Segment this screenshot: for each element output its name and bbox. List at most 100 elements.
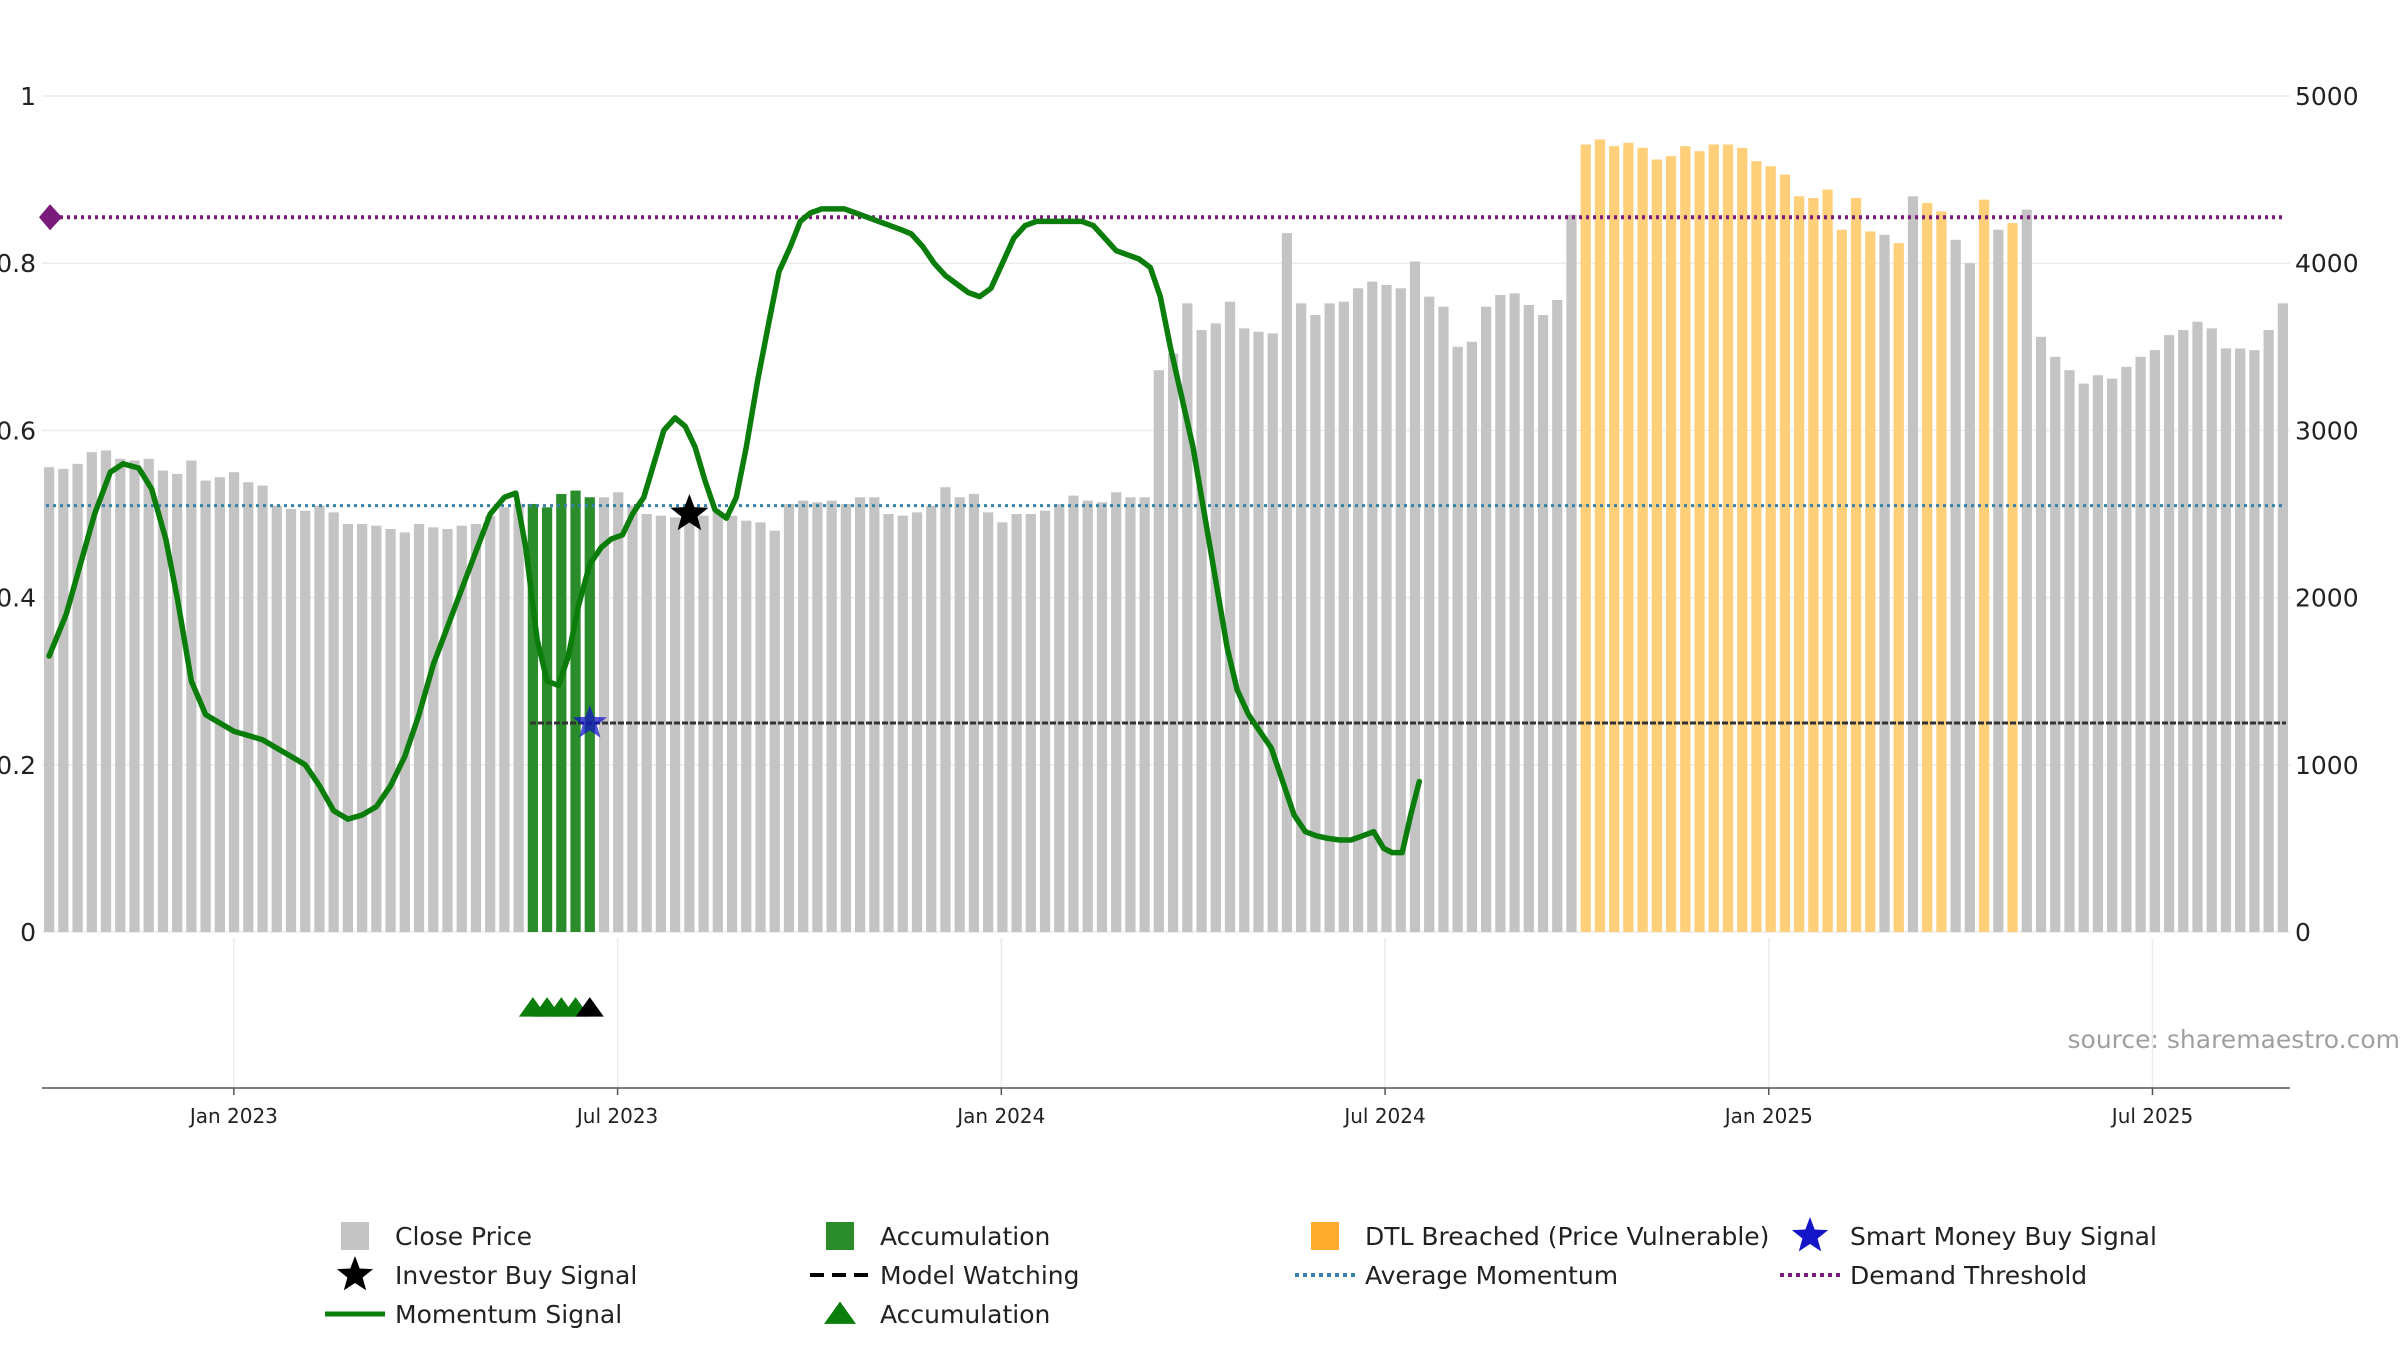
close-price-bar <box>2050 356 2061 933</box>
y-left-tick-label: 0.2 <box>0 751 36 780</box>
close-price-bar <box>86 452 97 932</box>
close-price-bar <box>1452 346 1463 932</box>
legend-swatch-star <box>336 1256 374 1291</box>
close-price-bar <box>1381 284 1392 932</box>
close-price-bar <box>214 477 225 932</box>
legend-label: Demand Threshold <box>1850 1261 2087 1290</box>
close-price-bar <box>1352 288 1364 932</box>
dtl-breached-bar <box>1637 147 1648 932</box>
dtl-breached-bar <box>1609 146 1620 932</box>
close-price-bar <box>157 470 169 932</box>
close-price-bar <box>2263 330 2274 933</box>
close-price-bar <box>670 517 681 932</box>
x-tick-label: Jan 2024 <box>955 1104 1045 1128</box>
close-price-bar <box>1196 330 1207 933</box>
dtl-breached-bar <box>1936 211 1947 932</box>
close-price-bar <box>2035 336 2047 932</box>
dtl-breached-bar <box>1836 229 1847 932</box>
close-price-bar <box>598 497 610 932</box>
close-price-bar <box>1167 353 1179 932</box>
close-price-bar <box>300 510 311 932</box>
legend-swatch-square <box>341 1222 369 1250</box>
close-price-bar <box>1481 306 1492 932</box>
close-price-bar <box>1964 263 1975 932</box>
legend-item-close: Close Price <box>341 1222 532 1251</box>
dtl-breached-bar <box>1978 199 1990 932</box>
legend-label: Accumulation <box>880 1222 1050 1251</box>
dtl-breached-bar <box>1850 197 1862 933</box>
legend-item-dtl: DTL Breached (Price Vulnerable) <box>1311 1222 1769 1251</box>
close-price-bar <box>285 508 297 932</box>
legend-label: Average Momentum <box>1365 1261 1618 1290</box>
close-price-bar <box>1409 261 1421 932</box>
legend-item-watching: Model Watching <box>810 1261 1080 1290</box>
close-price-bar <box>1338 301 1349 932</box>
close-price-bar <box>613 492 624 932</box>
x-tick-label: Jul 2023 <box>575 1104 658 1128</box>
legend-item-demand: Demand Threshold <box>1780 1261 2087 1290</box>
dtl-breached-bar <box>1623 142 1634 932</box>
close-price-bar <box>143 458 154 932</box>
legend-item-momentum: Momentum Signal <box>325 1300 622 1329</box>
dtl-breached-bar <box>1694 151 1705 932</box>
close-price-bar <box>1310 315 1321 932</box>
close-price-bar <box>442 529 453 932</box>
dtl-breached-bar <box>1680 146 1691 932</box>
dtl-breached-bar <box>1779 174 1791 932</box>
close-price-bar <box>1139 497 1150 932</box>
close-price-bar <box>1096 502 1108 932</box>
dtl-breached-bar <box>1594 139 1606 933</box>
y-right-tick-label: 2000 <box>2295 584 2359 613</box>
close-price-bar <box>1111 492 1122 932</box>
close-price-bar <box>2149 350 2160 932</box>
reference-lines <box>39 204 2286 725</box>
dtl-breached-bar <box>1708 144 1719 933</box>
momentum-signal-line <box>46 206 1423 856</box>
close-price-bar <box>1125 497 1136 932</box>
close-price-bar <box>328 512 339 932</box>
close-price-bar <box>2235 348 2246 933</box>
close-price-bar <box>840 503 851 932</box>
dtl-breached-bar <box>1822 189 1833 932</box>
close-price-bar <box>1466 341 1478 932</box>
close-price-bar <box>2135 356 2146 933</box>
y-right-tick-label: 1000 <box>2295 751 2359 780</box>
dtl-breached-bar <box>1665 156 1677 932</box>
investor-buy-signal-star <box>670 494 709 531</box>
smart-money-buy-signal-star <box>572 705 607 738</box>
dtl-breached-bar <box>1580 144 1591 933</box>
close-price-bar <box>100 450 112 932</box>
source-label: source: sharemaestro.com <box>2068 1025 2400 1054</box>
dtl-breached-bar <box>1737 147 1748 932</box>
dtl-breached-bar <box>1794 196 1805 932</box>
legend-label: Investor Buy Signal <box>395 1261 637 1290</box>
close-price-bar <box>1039 510 1051 932</box>
close-price-bar <box>1082 500 1093 932</box>
legend-item-avg_momentum: Average Momentum <box>1295 1261 1618 1290</box>
close-price-bar <box>186 460 197 932</box>
close-price-bar <box>1367 281 1378 933</box>
momentum-layer <box>46 206 1423 856</box>
close-price-bar <box>1566 214 1577 932</box>
close-price-bar <box>1324 303 1335 933</box>
close-price-bar <box>1523 305 1534 932</box>
close-price-bar <box>883 514 894 932</box>
legend-label: Smart Money Buy Signal <box>1850 1222 2157 1251</box>
close-price-bar <box>413 524 425 932</box>
legend-swatch-star <box>1791 1217 1829 1252</box>
close-price-bar <box>58 468 69 932</box>
close-price-bar <box>2249 350 2260 932</box>
close-price-bar <box>1993 229 2004 932</box>
close-price-bar <box>684 519 695 932</box>
legend-swatch-square <box>826 1222 854 1250</box>
close-price-bar <box>1068 495 1079 932</box>
close-price-bar <box>2092 375 2104 933</box>
accumulation-bar <box>570 490 581 932</box>
legend-swatch-square <box>1311 1222 1339 1250</box>
close-price-bar <box>271 505 282 932</box>
dtl-breached-bar <box>1651 159 1662 933</box>
legend-item-accumulation_bar: Accumulation <box>826 1222 1050 1251</box>
y-left-tick-label: 0 <box>20 918 36 947</box>
dtl-breached-bar <box>1893 243 1904 932</box>
